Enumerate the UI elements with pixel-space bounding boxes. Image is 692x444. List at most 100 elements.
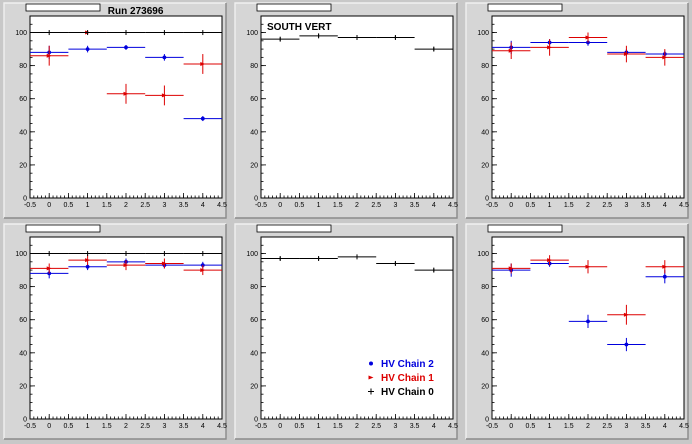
data-point <box>106 30 146 36</box>
data-point <box>568 32 608 43</box>
y-tick-label: 0 <box>23 417 27 424</box>
data-point <box>183 116 222 122</box>
pad-title-box <box>256 3 332 12</box>
pad-title-box <box>487 3 563 12</box>
point-marker <box>200 61 206 66</box>
x-tick-label: -0.5 <box>486 202 498 209</box>
data-point <box>414 267 453 273</box>
data-point <box>607 304 646 325</box>
x-tick-label: 3.5 <box>179 423 189 430</box>
x-tick-label: 0.5 <box>64 423 74 430</box>
x-tick-label: 2 <box>124 423 128 430</box>
x-tick-label: 1.5 <box>333 423 343 430</box>
pad-bevel-dark <box>466 224 689 440</box>
y-tick-label: 0 <box>254 196 258 203</box>
y-tick-label: 100 <box>15 251 27 258</box>
x-tick-label: -0.5 <box>24 423 36 430</box>
legend-label: HV Chain 1 <box>381 373 434 384</box>
y-tick-label: 80 <box>481 63 489 70</box>
x-tick-label: -0.5 <box>486 423 498 430</box>
x-tick-label: 1 <box>317 423 321 430</box>
y-tick-label: 20 <box>19 162 27 169</box>
data-point <box>106 44 146 50</box>
x-tick-label: 2 <box>355 202 359 209</box>
legend-arrow-icon <box>368 375 374 380</box>
y-tick-label: 20 <box>481 162 489 169</box>
data-point <box>414 46 453 52</box>
x-tick-label: 0.5 <box>64 202 74 209</box>
data-point <box>30 30 69 36</box>
x-tick-label: 1 <box>317 202 321 209</box>
y-tick-label: 20 <box>250 383 258 390</box>
x-tick-label: 2 <box>586 423 590 430</box>
pad-bevel-dark <box>466 3 689 219</box>
pad-bevel-light <box>465 223 688 439</box>
point-marker <box>508 266 514 271</box>
x-tick-label: 4.5 <box>679 202 689 209</box>
x-tick-label: 4 <box>432 423 436 430</box>
data-point <box>145 251 184 257</box>
y-tick-label: 60 <box>19 96 27 103</box>
pad-title-box <box>25 3 101 12</box>
data-point <box>145 54 184 61</box>
data-point <box>337 254 377 260</box>
series-hv-chain-1 <box>492 32 684 66</box>
x-tick-label: 4 <box>663 202 667 209</box>
x-tick-label: 1.5 <box>564 202 574 209</box>
x-tick-label: 0 <box>509 423 513 430</box>
y-tick-label: 100 <box>246 251 258 258</box>
legend-entry: HV Chain 2 <box>369 359 434 370</box>
pad-bevel-light <box>234 2 457 218</box>
x-tick-label: 3.5 <box>410 423 420 430</box>
x-tick-label: 3 <box>624 423 628 430</box>
plot-frame <box>260 236 454 420</box>
x-tick-label: 4.5 <box>679 423 689 430</box>
data-point <box>607 337 646 352</box>
data-point <box>645 260 684 274</box>
data-point <box>145 30 184 36</box>
chart-panel-2: -0.5 0 0.5 1 1.5 2 2.5 3 3.5 4 4.5020406080100SOUT… <box>234 2 458 219</box>
point-marker <box>85 258 91 263</box>
data-point <box>30 263 69 274</box>
y-tick-label: 60 <box>481 96 489 103</box>
y-tick-label: 40 <box>19 129 27 136</box>
point-marker <box>662 55 668 60</box>
x-tick-label: 1 <box>86 423 90 430</box>
x-tick-label: -0.5 <box>24 202 36 209</box>
x-tick-label: 0 <box>278 423 282 430</box>
y-tick-label: 60 <box>250 96 258 103</box>
data-point <box>183 54 222 74</box>
data-point <box>645 49 684 66</box>
x-tick-label: 2 <box>586 202 590 209</box>
panel-annotation: Run 273696 <box>108 6 164 17</box>
legend-label: HV Chain 0 <box>381 387 434 398</box>
x-tick-label: 1.5 <box>564 423 574 430</box>
x-tick-label: 0.5 <box>526 423 536 430</box>
legend-label: HV Chain 2 <box>381 359 434 370</box>
plot-frame <box>29 15 223 199</box>
data-point <box>530 39 569 56</box>
data-point <box>530 255 569 266</box>
x-tick-label: 3 <box>393 202 397 209</box>
x-tick-label: 4 <box>432 202 436 209</box>
data-point <box>106 260 146 271</box>
y-tick-label: 80 <box>250 63 258 70</box>
x-tick-label: 1.5 <box>102 202 112 209</box>
plot-frame <box>491 15 685 199</box>
y-tick-label: 0 <box>485 196 489 203</box>
y-tick-label: 0 <box>23 196 27 203</box>
legend: HV Chain 2 HV Chain 1 HV Chain 0 <box>368 359 434 398</box>
x-tick-label: 4 <box>201 423 205 430</box>
y-tick-label: 100 <box>477 30 489 37</box>
x-tick-label: 1 <box>86 202 90 209</box>
y-tick-label: 40 <box>250 129 258 136</box>
y-tick-label: 100 <box>246 30 258 37</box>
series-hv-chain-0 <box>261 33 453 52</box>
series-hv-chain-0 <box>30 30 222 36</box>
x-tick-label: 4.5 <box>448 202 458 209</box>
x-tick-label: 0 <box>47 202 51 209</box>
point-marker <box>662 274 667 279</box>
data-point <box>568 260 608 274</box>
